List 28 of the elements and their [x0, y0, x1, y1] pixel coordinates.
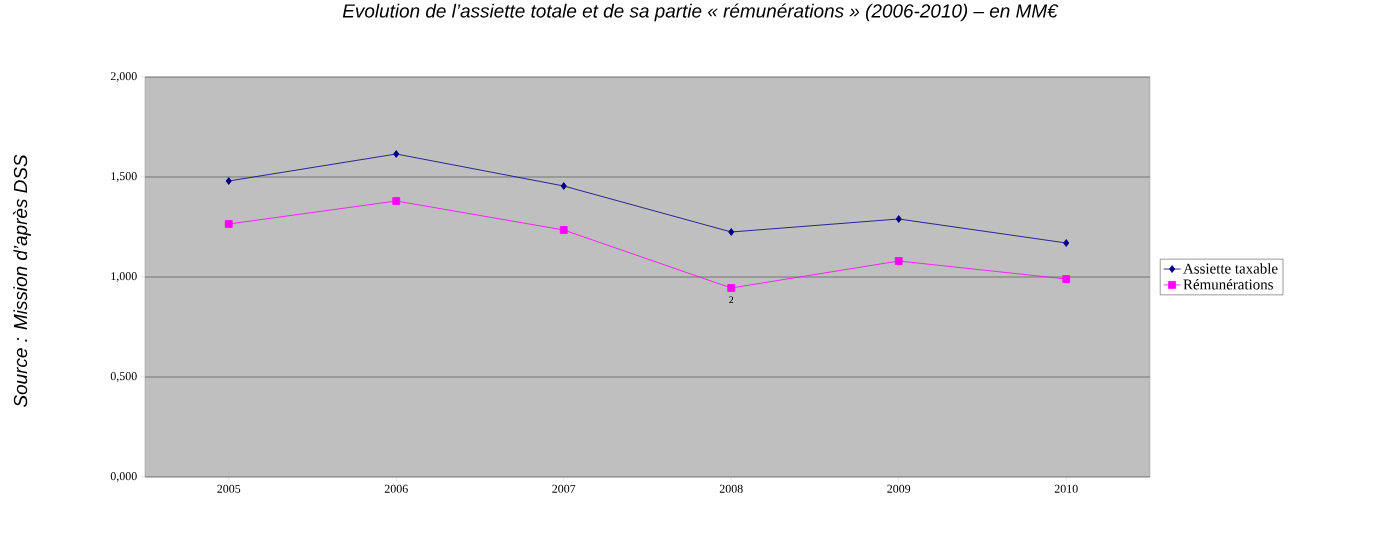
annotation: 2 [729, 296, 734, 304]
point [1063, 239, 1070, 247]
point [728, 228, 735, 236]
x-tick-label: 2007 [552, 484, 576, 493]
point [1062, 275, 1071, 283]
point [894, 257, 903, 265]
point [224, 220, 233, 228]
x-tick-label: 2006 [384, 484, 408, 493]
point [895, 215, 902, 223]
x-tick-label: 2008 [719, 484, 743, 493]
chart-title: Evolution de l’assiette totale et de sa partie « rémunérations » (2006-2010) – en MM€ [342, 3, 1059, 22]
x-tick-label: 2005 [217, 484, 241, 493]
point [559, 226, 568, 234]
point [225, 177, 232, 185]
y-tick-label: 0,500 [110, 372, 137, 382]
y-tick-label: 0,000 [110, 472, 137, 482]
source-note: Source : Mission d’après DSS [13, 154, 31, 408]
legend-label: Assiette taxable [1183, 263, 1278, 274]
y-tick-label: 1,000 [111, 272, 137, 282]
legend-label: Rémunérations [1183, 278, 1273, 290]
point [560, 182, 567, 190]
point [727, 284, 736, 292]
y-tick-label: 2,000 [110, 72, 137, 82]
point [393, 150, 400, 158]
x-tick-label: 2010 [1054, 484, 1078, 493]
y-tick-label: 1,500 [111, 172, 137, 182]
point [392, 197, 401, 205]
x-tick-label: 2009 [887, 484, 911, 493]
